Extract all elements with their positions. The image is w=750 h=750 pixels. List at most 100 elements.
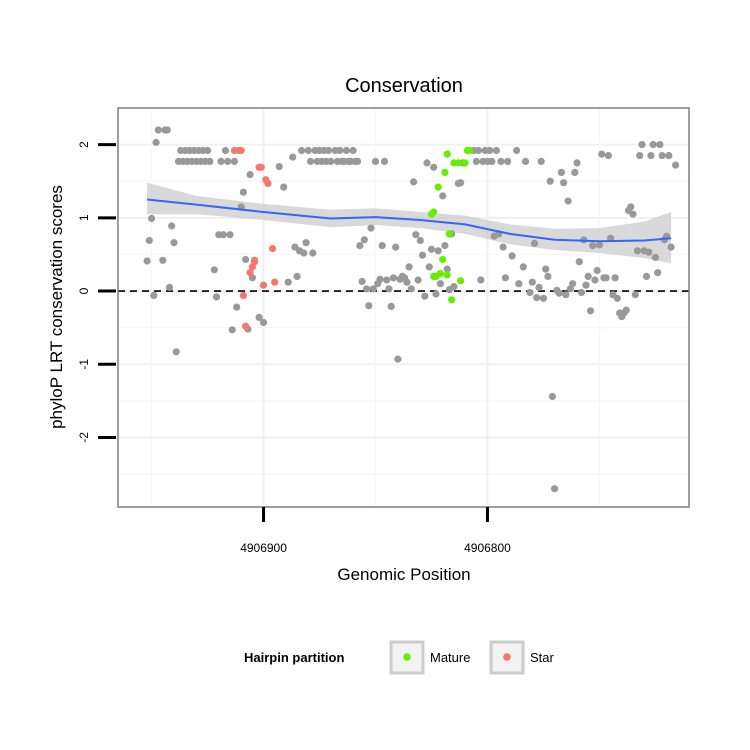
data-point-other xyxy=(611,274,619,282)
y-tick-label: 2 xyxy=(77,141,91,148)
data-point-other xyxy=(356,242,364,250)
data-point-mature xyxy=(441,168,449,176)
data-point-other xyxy=(497,157,505,165)
data-point-other xyxy=(392,243,400,251)
data-point-other xyxy=(515,280,523,288)
data-point-other xyxy=(394,355,402,363)
data-point-star xyxy=(264,179,272,187)
x-tick-label: 4906800 xyxy=(464,541,511,555)
data-point-other xyxy=(584,272,592,280)
data-point-mature xyxy=(457,277,465,285)
data-point-other xyxy=(443,265,451,273)
data-point-other xyxy=(259,318,268,327)
y-tick-label: 0 xyxy=(77,287,91,294)
data-point-other xyxy=(233,303,241,311)
data-point-mature xyxy=(430,208,438,216)
data-point-other xyxy=(170,239,178,247)
data-point-other xyxy=(645,248,653,256)
data-point-other xyxy=(159,256,167,264)
data-point-other xyxy=(358,277,366,286)
data-point-other xyxy=(647,152,655,160)
data-point-other xyxy=(528,278,536,286)
data-point-other xyxy=(450,283,458,291)
data-point-other xyxy=(492,146,500,155)
data-point-other xyxy=(298,146,306,155)
data-point-other xyxy=(638,141,646,149)
data-point-other xyxy=(439,192,447,200)
series-other xyxy=(143,126,680,493)
data-point-other xyxy=(539,294,548,302)
data-point-other xyxy=(546,177,554,185)
data-point-mature xyxy=(461,159,469,167)
data-point-other xyxy=(474,146,483,155)
data-point-other xyxy=(300,249,308,257)
data-point-mature xyxy=(448,296,456,304)
data-point-other xyxy=(613,294,621,302)
data-point-other xyxy=(324,146,333,155)
panel-border xyxy=(117,107,690,508)
data-point-other xyxy=(152,138,160,146)
data-point-other xyxy=(145,236,153,245)
data-point-other xyxy=(564,197,572,205)
data-point-other xyxy=(280,183,288,191)
points-layer xyxy=(143,126,680,493)
series-star xyxy=(230,146,279,330)
data-point-other xyxy=(228,326,236,334)
data-point-other xyxy=(246,171,254,179)
data-point-other xyxy=(376,275,384,283)
data-point-other xyxy=(508,252,516,260)
data-point-other xyxy=(436,280,444,288)
data-point-other xyxy=(627,203,635,211)
data-point-other xyxy=(598,150,606,158)
data-point-other xyxy=(172,348,180,356)
data-point-other xyxy=(499,243,507,251)
data-point-other xyxy=(488,157,496,165)
data-point-other xyxy=(383,276,391,284)
data-point-other xyxy=(302,239,310,247)
data-point-other xyxy=(595,241,604,249)
chart-title: Conservation xyxy=(345,75,463,97)
x-tick-label: 4906900 xyxy=(240,541,287,555)
data-point-other xyxy=(204,146,212,155)
smooth-line-layer xyxy=(146,198,672,243)
data-point-other xyxy=(535,283,543,291)
data-point-other xyxy=(336,146,344,155)
legend-label-mature: Mature xyxy=(430,650,470,665)
legend-key-dot xyxy=(403,653,411,661)
data-point-star xyxy=(230,146,238,155)
data-point-other xyxy=(557,168,566,176)
data-point-other xyxy=(360,236,368,244)
data-point-other xyxy=(217,157,225,165)
data-point-other xyxy=(293,272,301,280)
data-point-other xyxy=(560,179,568,187)
data-point-other xyxy=(521,157,530,165)
data-point-other xyxy=(569,280,577,288)
x-axis-label: Genomic Position xyxy=(337,565,470,584)
data-point-other xyxy=(649,141,657,149)
data-point-other xyxy=(255,313,263,321)
data-point-other xyxy=(472,157,480,165)
data-point-other xyxy=(380,157,389,165)
data-point-other xyxy=(672,161,680,169)
data-point-other xyxy=(416,236,424,245)
data-point-star xyxy=(246,269,254,277)
data-point-mature xyxy=(439,255,447,264)
data-point-other xyxy=(501,274,509,282)
data-point-mature xyxy=(454,159,462,167)
data-point-other xyxy=(486,146,494,155)
data-point-other xyxy=(434,247,442,255)
data-point-other xyxy=(589,242,597,250)
data-point-star xyxy=(251,258,259,266)
data-point-other xyxy=(504,157,512,165)
data-point-other xyxy=(239,188,247,196)
data-point-other xyxy=(407,285,415,293)
data-point-other xyxy=(365,302,373,310)
data-point-other xyxy=(163,126,171,134)
data-point-star xyxy=(239,291,247,299)
legend-label-star: Star xyxy=(530,650,555,665)
data-point-other xyxy=(573,159,581,167)
data-point-other xyxy=(593,266,601,275)
data-point-other xyxy=(371,157,380,165)
grid-lines xyxy=(118,107,689,507)
data-point-other xyxy=(414,276,422,284)
